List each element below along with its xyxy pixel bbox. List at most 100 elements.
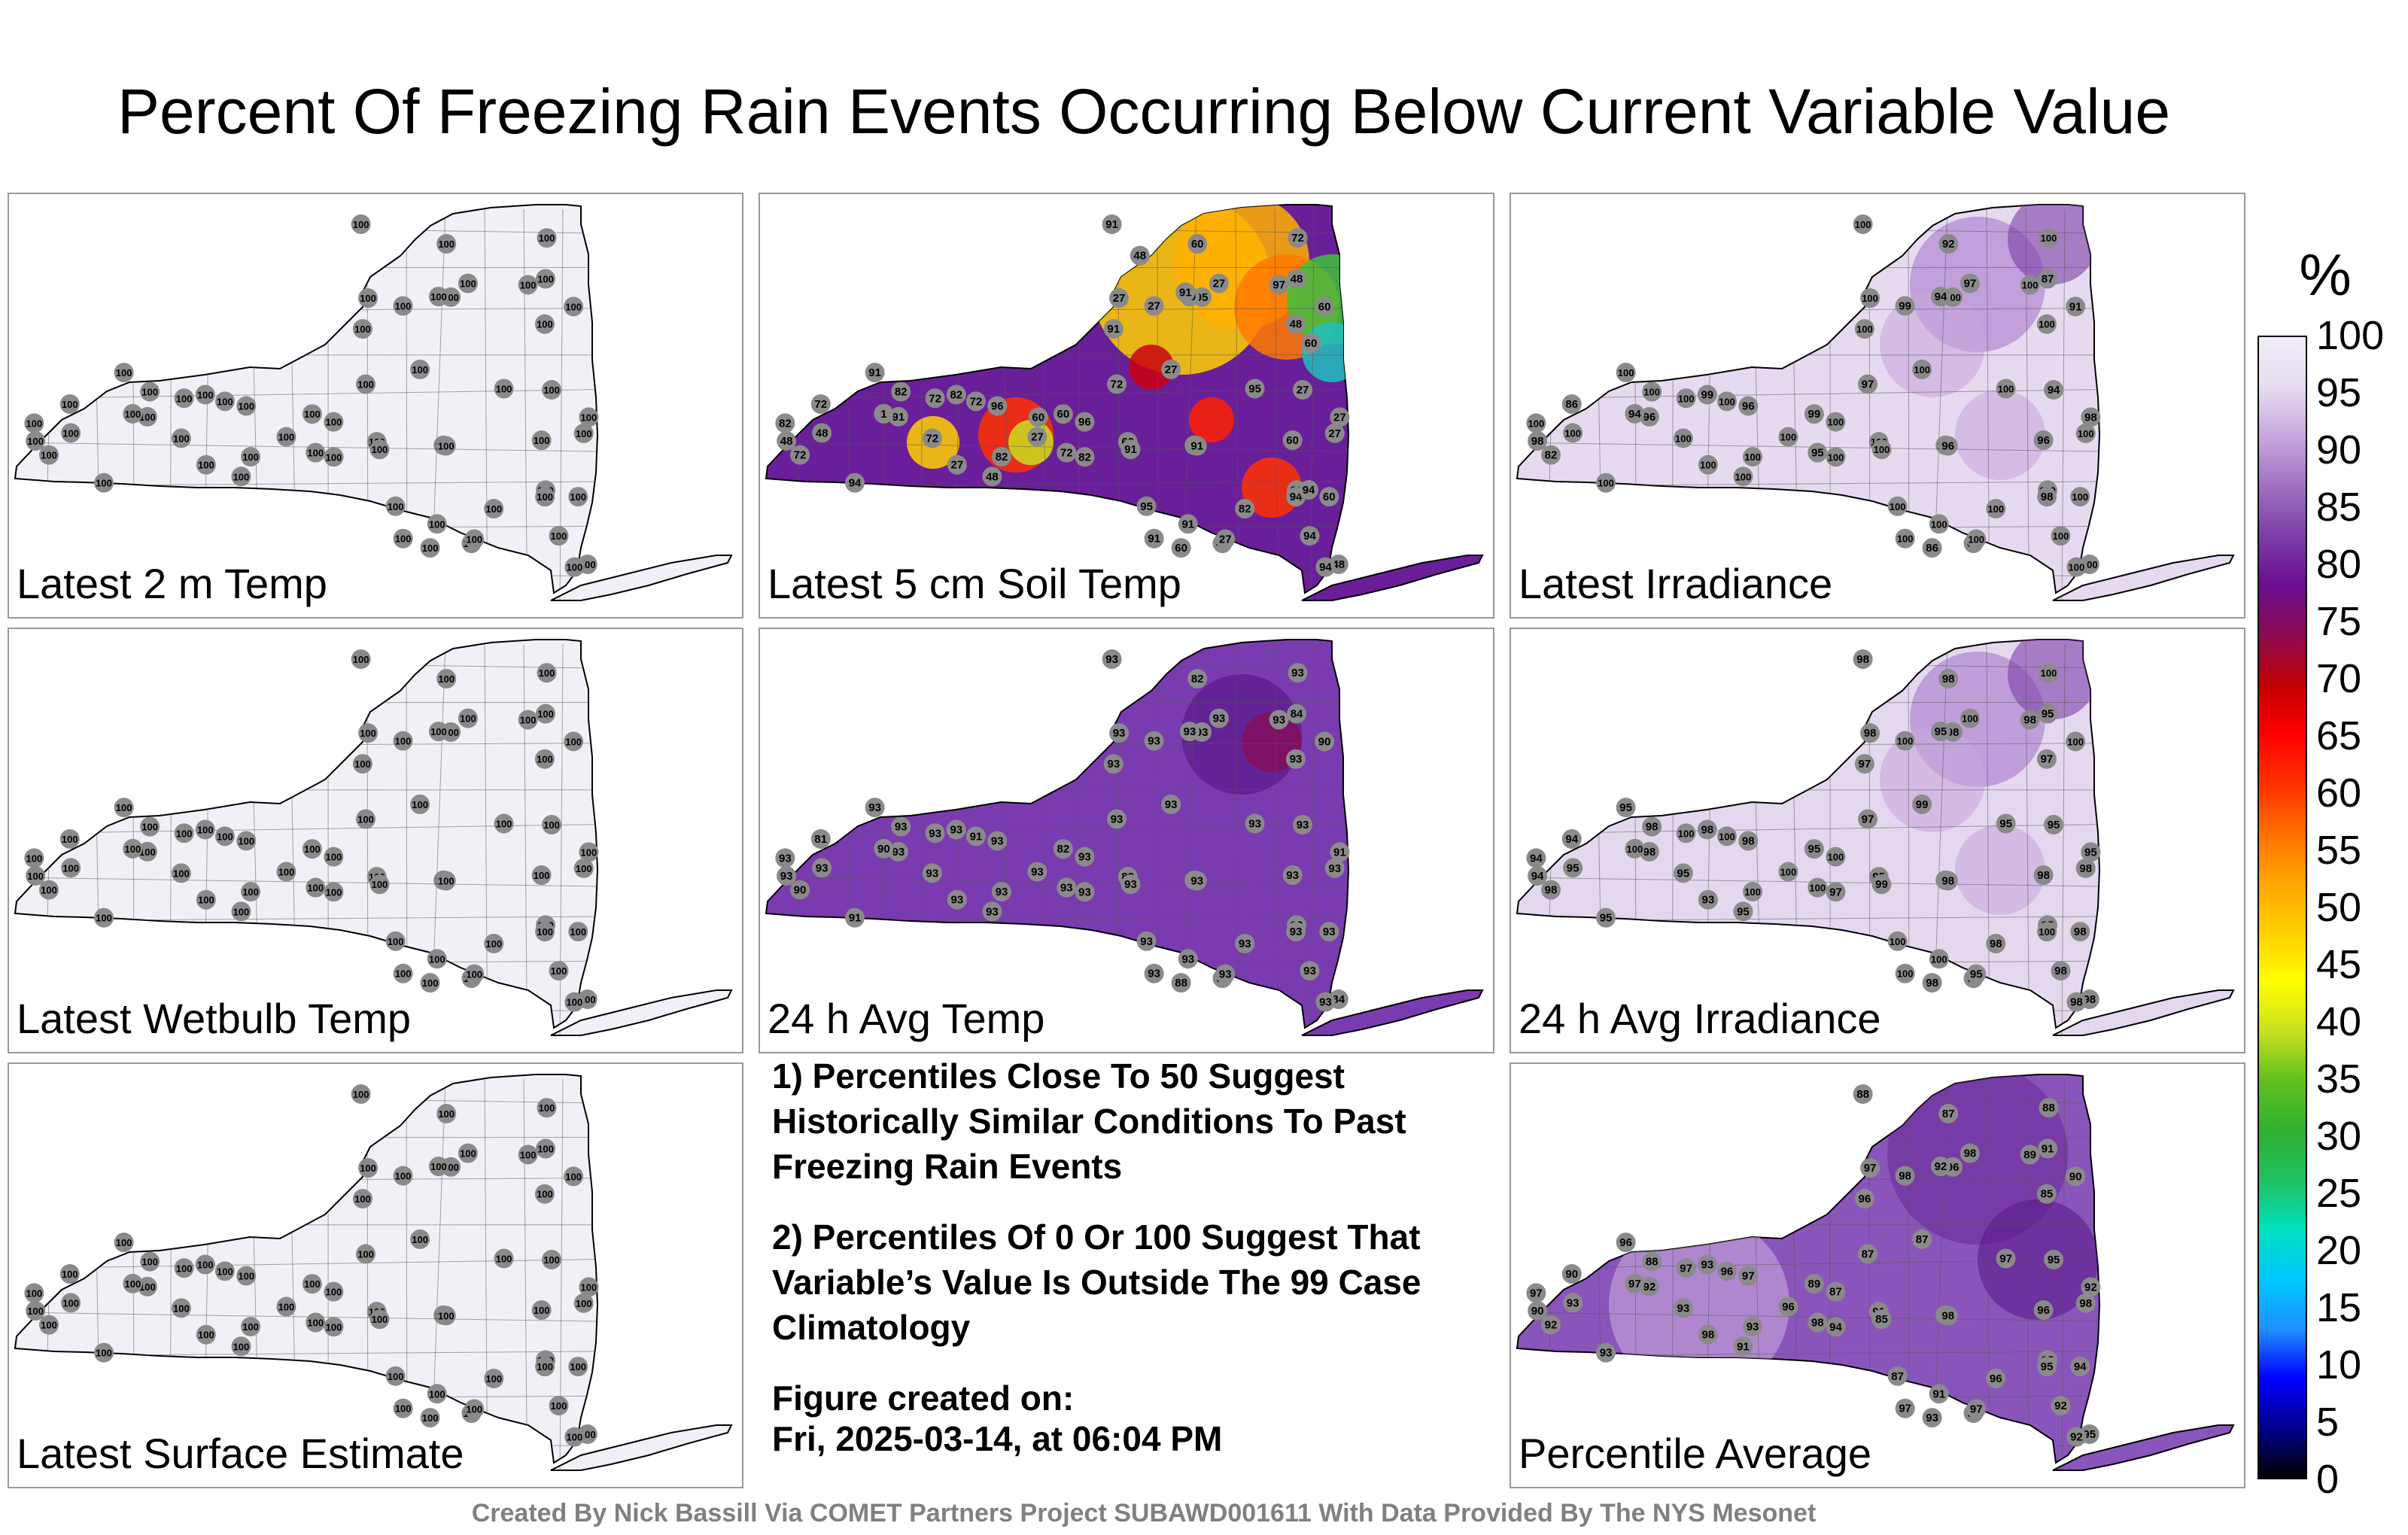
station-value: 98 [1990, 938, 2002, 950]
station-marker: 98 [2070, 922, 2090, 942]
station-marker: 27 [947, 454, 967, 475]
station-marker: 100 [2020, 275, 2040, 295]
station-dot [61, 423, 81, 443]
county-line [795, 643, 806, 1035]
station-marker: 94 [1528, 866, 1548, 886]
station-dot [1738, 831, 1759, 851]
station-dot [1673, 1298, 1693, 1318]
station-dot [1808, 1312, 1828, 1333]
station-marker: 100 [39, 445, 59, 465]
station-value: 91 [892, 411, 905, 424]
station-value: 98 [2084, 411, 2097, 424]
station-value: 60 [1191, 238, 1204, 251]
station-value: 94 [2074, 1360, 2087, 1373]
station-dot [1324, 858, 1345, 878]
station-dot [1178, 514, 1198, 534]
station-dot [436, 1306, 456, 1326]
station-dot [1938, 436, 1958, 456]
station-marker: 88 [1171, 973, 1191, 993]
station-marker: 48 [777, 431, 797, 451]
station-value: 48 [816, 427, 829, 439]
station-value: 82 [1239, 503, 1251, 515]
station-value: 100 [360, 1163, 376, 1174]
station-value: 100 [1643, 387, 1660, 398]
station-dot [812, 858, 832, 878]
field-contour [1880, 727, 1985, 832]
station-dot [1642, 816, 1662, 837]
station-value: 100 [1735, 471, 1752, 482]
station-value: 89 [1808, 1278, 1821, 1290]
station-value: 93 [1303, 965, 1316, 977]
station-marker: 92 [2051, 1396, 2071, 1416]
station-marker: 96 [1716, 1261, 1737, 1281]
station-value: 100 [238, 1271, 254, 1282]
station-value: 82 [1057, 843, 1070, 856]
station-marker: 100 [352, 1189, 372, 1209]
station-dot [427, 514, 447, 534]
station-dot [1733, 1336, 1753, 1357]
county-line [1235, 208, 1239, 600]
station-marker: 27 [1330, 407, 1350, 427]
station-dot [385, 1366, 406, 1386]
station-dot [1103, 754, 1123, 774]
station-dot [1315, 731, 1335, 752]
station-dot [436, 234, 457, 254]
station-value: 91 [2069, 300, 2082, 313]
station-value: 82 [1545, 449, 1558, 462]
station-marker: 100 [464, 529, 485, 549]
station-marker: 97 [1826, 882, 1846, 902]
station-marker: 100 [1596, 473, 1616, 493]
station-dot [1616, 363, 1636, 383]
station-dot [2066, 992, 2087, 1012]
station-value: 100 [1719, 396, 1735, 407]
station-value: 97 [1862, 378, 1874, 391]
station-value: 85 [1875, 1313, 1888, 1326]
station-marker: 96 [1854, 1189, 1874, 1209]
station-dot [494, 1248, 514, 1269]
station-marker: 95 [1245, 378, 1265, 399]
station-value: 60 [1286, 434, 1299, 447]
station-marker: 100 [214, 391, 235, 412]
station-value: 72 [1060, 447, 1073, 460]
station-marker: 100 [393, 963, 413, 983]
station-dot [1300, 961, 1320, 981]
station-value: 72 [794, 449, 807, 462]
station-dot [1808, 442, 1828, 463]
station-value: 96 [2037, 1304, 2050, 1317]
station-marker: 91 [1120, 439, 1141, 460]
station-value: 98 [2083, 993, 2096, 1006]
station-marker: 88 [1642, 1251, 1662, 1272]
station-marker: 93 [1269, 710, 1289, 730]
station-value: 90 [877, 843, 890, 856]
station-value: 98 [1811, 1317, 1824, 1330]
station-dot [1895, 528, 1915, 549]
station-value: 93 [1248, 818, 1261, 831]
station-dot [987, 831, 1008, 851]
station-value: 82 [1191, 673, 1204, 685]
station-marker: 91 [888, 406, 908, 427]
station-value: 100 [372, 444, 388, 455]
station-value: 99 [1875, 878, 1888, 891]
station-marker: 100 [356, 1244, 376, 1264]
station-marker: 93 [1697, 1254, 1717, 1275]
station-marker: 100 [196, 889, 216, 910]
station-dot [1300, 526, 1320, 546]
station-dot [775, 848, 795, 868]
station-marker: 48 [1130, 245, 1150, 266]
station-dot [324, 847, 344, 867]
station-dot [1858, 1244, 1878, 1264]
station-marker: 100 [579, 407, 599, 427]
station-marker: 72 [1107, 374, 1127, 394]
station-dot [874, 838, 894, 859]
colorbar-tick-label: 85 [2316, 485, 2362, 530]
station-marker: 95 [2044, 815, 2064, 835]
station-value: 100 [1618, 367, 1634, 378]
station-value: 100 [353, 219, 369, 230]
station-marker: 100 [356, 374, 376, 394]
station-dot [1120, 439, 1141, 460]
station-value: 94 [1303, 530, 1316, 543]
county-line [1235, 643, 1239, 1035]
station-value: 100 [438, 441, 455, 452]
station-value: 100 [1987, 503, 2004, 515]
station-dot [2037, 922, 2057, 942]
